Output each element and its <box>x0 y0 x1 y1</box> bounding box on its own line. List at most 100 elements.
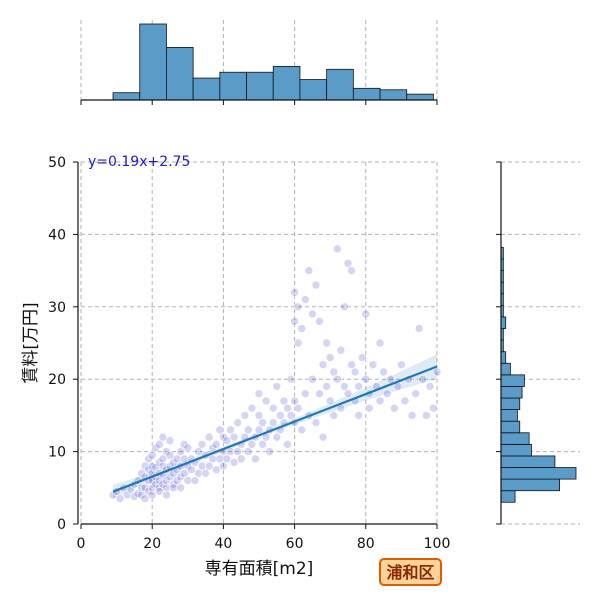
scatter-point <box>354 411 363 420</box>
scatter-point <box>162 447 171 456</box>
y-tick-label: 20 <box>48 372 66 388</box>
scatter-point <box>340 382 349 391</box>
scatter-point <box>137 469 146 478</box>
scatter-point <box>293 302 303 312</box>
regression-equation: y=0.19x+2.75 <box>88 154 190 170</box>
y-histogram-grid <box>501 161 580 525</box>
scatter-point <box>290 396 299 406</box>
scatter-point <box>179 440 189 449</box>
scatter-point <box>429 403 438 413</box>
scatter-point <box>197 461 207 471</box>
scatter-point <box>169 483 178 493</box>
scatter-point <box>386 374 396 384</box>
scatter-point <box>169 479 178 489</box>
scatter-point <box>258 440 267 449</box>
x-tick-label: 80 <box>357 536 375 552</box>
scatter-point <box>194 447 203 456</box>
y-histogram-bars <box>500 247 577 503</box>
x-tick-label: 100 <box>424 536 451 552</box>
scatter-point <box>325 396 335 406</box>
y-histogram <box>496 161 580 525</box>
scatter-point <box>422 411 431 420</box>
scatter-point <box>208 454 218 464</box>
scatter-point <box>279 396 289 406</box>
scatter-point <box>293 403 303 413</box>
y-histogram-bar <box>500 467 577 480</box>
x-histogram-bar <box>299 79 328 101</box>
x-histogram-bars <box>112 23 434 101</box>
scatter-point <box>165 472 175 482</box>
scatter-point <box>137 483 146 493</box>
x-ticks: 0 20 40 60 80 100 <box>77 524 451 552</box>
scatter-point <box>176 483 185 493</box>
scatter-point <box>172 476 182 485</box>
x-histogram-bar <box>272 65 301 101</box>
scatter-point <box>286 411 296 420</box>
scatter-point <box>229 432 239 442</box>
y-histogram-ticks <box>496 161 501 525</box>
scatter-point <box>254 389 264 398</box>
x-histogram-bar <box>219 71 247 101</box>
scatter-point <box>268 403 278 413</box>
scatter-point <box>222 454 232 464</box>
scatter-point <box>151 443 161 453</box>
scatter-point <box>219 461 228 471</box>
x-histogram-bar <box>379 89 408 101</box>
scatter-point <box>308 309 317 319</box>
scatter-point <box>155 483 164 493</box>
scatter-point <box>222 436 232 446</box>
scatter-point <box>293 338 303 348</box>
scatter-point <box>165 436 175 446</box>
district-badge: 浦和区 <box>379 558 442 586</box>
scatter-point <box>176 447 185 456</box>
scatter-point <box>333 374 342 384</box>
scatter-point <box>290 288 299 297</box>
scatter-point <box>265 447 274 456</box>
x-tick-label: 60 <box>286 536 304 552</box>
scatter-point <box>194 469 203 478</box>
scatter-point <box>115 494 125 503</box>
scatter-point <box>258 418 267 427</box>
scatter-point <box>368 360 378 370</box>
y-histogram-bar <box>500 420 521 434</box>
scatter-point <box>208 443 218 453</box>
scatter-point <box>272 432 282 442</box>
scatter-point <box>197 440 207 449</box>
scatter-point <box>308 374 317 384</box>
scatter-point <box>183 476 193 485</box>
y-tick-label: 30 <box>48 300 66 316</box>
scatter-point <box>247 403 257 413</box>
scatter-point <box>418 374 428 384</box>
scatter-point <box>226 447 235 456</box>
scatter-point <box>354 382 363 391</box>
y-histogram-bar <box>500 490 516 503</box>
y-histogram-bar <box>500 478 560 492</box>
y-histogram-bar <box>500 409 518 422</box>
scatter-point <box>165 450 175 460</box>
scatter-point <box>297 324 307 333</box>
scatter-point <box>147 483 157 493</box>
y-tick-label: 0 <box>57 517 66 533</box>
scatter-point <box>233 447 242 456</box>
scatter-point <box>233 418 242 427</box>
scatter-point <box>219 432 228 442</box>
scatter-point <box>130 492 139 501</box>
scatter-point <box>183 443 193 453</box>
scatter-point <box>382 389 392 398</box>
scatter-point <box>144 487 153 496</box>
y-histogram-bar <box>500 374 525 387</box>
y-tick-label: 40 <box>48 227 66 243</box>
x-tick-label: 0 <box>77 536 86 552</box>
scatter-point <box>336 345 346 355</box>
scatter-point <box>261 396 271 406</box>
scatter-point <box>361 374 371 384</box>
scatter-point <box>329 367 339 377</box>
scatter-point <box>215 425 225 435</box>
scatter-point <box>211 440 221 449</box>
scatter-point <box>361 309 371 319</box>
scatter-point <box>137 490 146 500</box>
x-tick-label: 40 <box>214 536 232 552</box>
scatter-point <box>162 476 171 485</box>
scatter-point <box>304 266 314 275</box>
y-tick-label: 50 <box>48 155 66 171</box>
